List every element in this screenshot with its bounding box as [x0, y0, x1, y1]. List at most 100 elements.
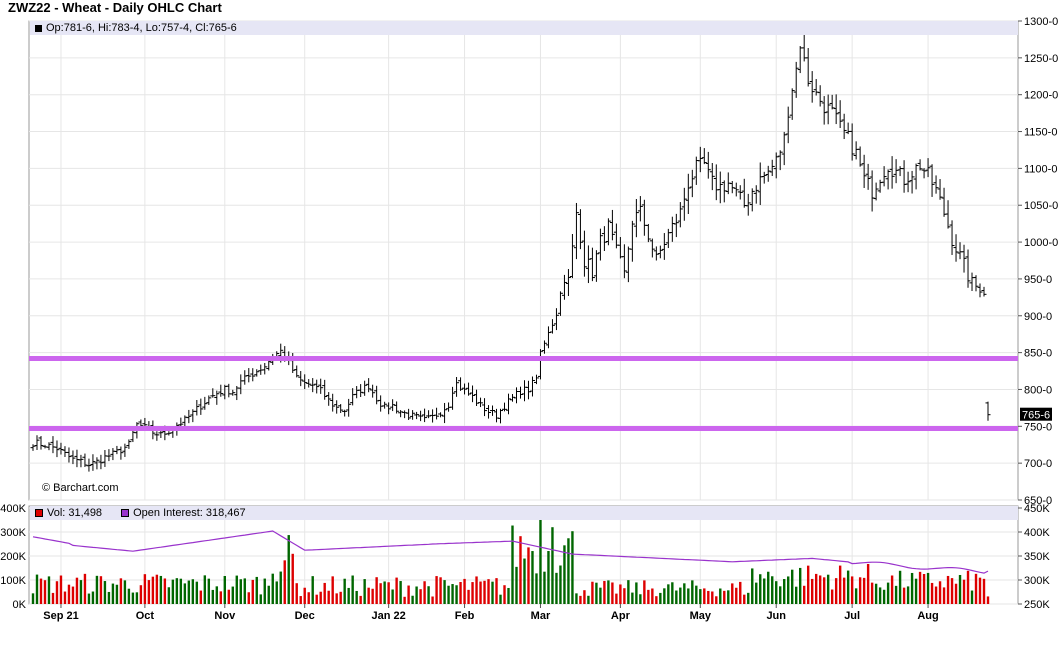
ohlc-bar	[298, 371, 304, 387]
ohlc-bar	[370, 384, 376, 398]
volume-bar	[499, 594, 502, 604]
ohlc-bar	[529, 376, 535, 397]
volume-bar	[795, 586, 798, 604]
ohlc-bar	[434, 407, 440, 420]
volume-bar	[479, 581, 482, 604]
volume-bar	[87, 593, 91, 604]
ohlc-bar	[410, 410, 416, 420]
oi-legend-label: Open Interest: 318,467	[133, 507, 246, 519]
volume-bar	[419, 589, 422, 604]
volume-bar	[503, 585, 506, 604]
volume-bar	[295, 583, 298, 604]
volume-bar	[187, 580, 191, 604]
volume-bar	[435, 576, 438, 604]
volume-bar	[319, 591, 322, 604]
volume-bar	[511, 525, 514, 604]
volume-bar	[383, 581, 386, 604]
volume-bar	[219, 591, 223, 604]
volume-bar	[347, 587, 350, 604]
volume-bar	[579, 595, 582, 604]
volume-bar	[527, 547, 530, 604]
volume-bar	[203, 575, 207, 604]
ohlc-bar	[346, 398, 352, 417]
volume-bar	[515, 566, 518, 604]
volume-bar	[371, 588, 374, 604]
volume-bar	[307, 592, 310, 604]
volume-bar	[99, 576, 103, 604]
price-tick-label: 1050-0	[1024, 200, 1058, 212]
volume-bar	[67, 584, 71, 604]
ohlc-bar	[553, 308, 559, 331]
credit-text: Barchart.com	[53, 482, 119, 494]
volume-bar	[551, 527, 554, 604]
volume-bar	[463, 578, 466, 604]
volume-bar	[623, 588, 626, 604]
price-tick-label: 700-0	[1024, 458, 1052, 470]
volume-tick-label: 400K	[0, 503, 26, 515]
volume-bar	[75, 577, 79, 604]
ohlc-bar	[885, 169, 891, 190]
ohlc-bar	[661, 233, 667, 260]
volume-bar	[862, 577, 866, 604]
ohlc-bar	[358, 384, 364, 398]
volume-bar	[906, 586, 910, 604]
volume-bar	[523, 558, 526, 604]
price-tick-label: 650-0	[1024, 495, 1052, 507]
ohlc-bar	[394, 401, 400, 414]
ohlc-bar	[721, 180, 727, 203]
volume-bar	[331, 576, 334, 604]
volume-bars	[31, 510, 990, 604]
ohlc-bar	[246, 368, 252, 383]
oi-tick-label: 350K	[1024, 551, 1050, 563]
ohlc-bar	[378, 395, 384, 412]
volume-bar	[379, 583, 382, 604]
ohlc-bar	[154, 431, 160, 441]
volume-bar	[759, 574, 762, 604]
volume-bar	[958, 574, 962, 604]
volume-bar	[599, 587, 602, 604]
volume-bar	[607, 580, 610, 604]
volume-bar	[926, 572, 930, 604]
ohlc-bar	[398, 410, 404, 418]
volume-bar	[211, 589, 215, 604]
ohlc-bar	[478, 397, 484, 408]
ohlc-bar	[961, 244, 967, 273]
volume-bar	[63, 591, 67, 604]
ohlc-bar	[310, 378, 316, 393]
ohlc-bar	[549, 319, 555, 334]
volume-bar	[79, 580, 83, 604]
volume-bar	[31, 593, 35, 604]
ohlc-bar	[414, 411, 420, 420]
x-tick-label: Apr	[611, 610, 631, 622]
ohlc-bar	[925, 158, 931, 178]
ohlc-bar	[462, 383, 468, 395]
volume-bar	[902, 587, 906, 604]
volume-bar	[898, 570, 902, 604]
ohlc-bar	[374, 385, 380, 405]
ohlc-bar	[929, 164, 935, 197]
x-tick-label: Nov	[214, 610, 236, 622]
ohlc-bar	[250, 368, 256, 382]
ohlc-bar	[557, 291, 563, 316]
volume-legend-label: Vol: 31,498	[47, 507, 103, 519]
volume-bar	[850, 576, 854, 604]
ohlc-bar	[613, 223, 619, 249]
ohlc-bar	[338, 404, 344, 413]
ohlc-bar	[609, 209, 615, 241]
ohlc-bar	[517, 386, 523, 399]
ohlc-bar	[218, 384, 224, 397]
ohlc-bar	[166, 431, 172, 436]
volume-bar	[571, 531, 574, 604]
ohlc-bar	[126, 439, 132, 449]
volume-bar	[810, 578, 814, 604]
ohlc-bar	[242, 370, 248, 385]
volume-bar	[255, 576, 258, 604]
volume-bar	[743, 594, 746, 604]
volume-bar	[870, 582, 874, 604]
ohlc-bar	[881, 166, 887, 187]
ohlc-bar	[841, 113, 847, 140]
volume-bar	[119, 578, 123, 604]
ohlc-bar	[30, 444, 36, 451]
ohlc-bar	[418, 410, 424, 422]
volume-bar	[675, 590, 678, 604]
